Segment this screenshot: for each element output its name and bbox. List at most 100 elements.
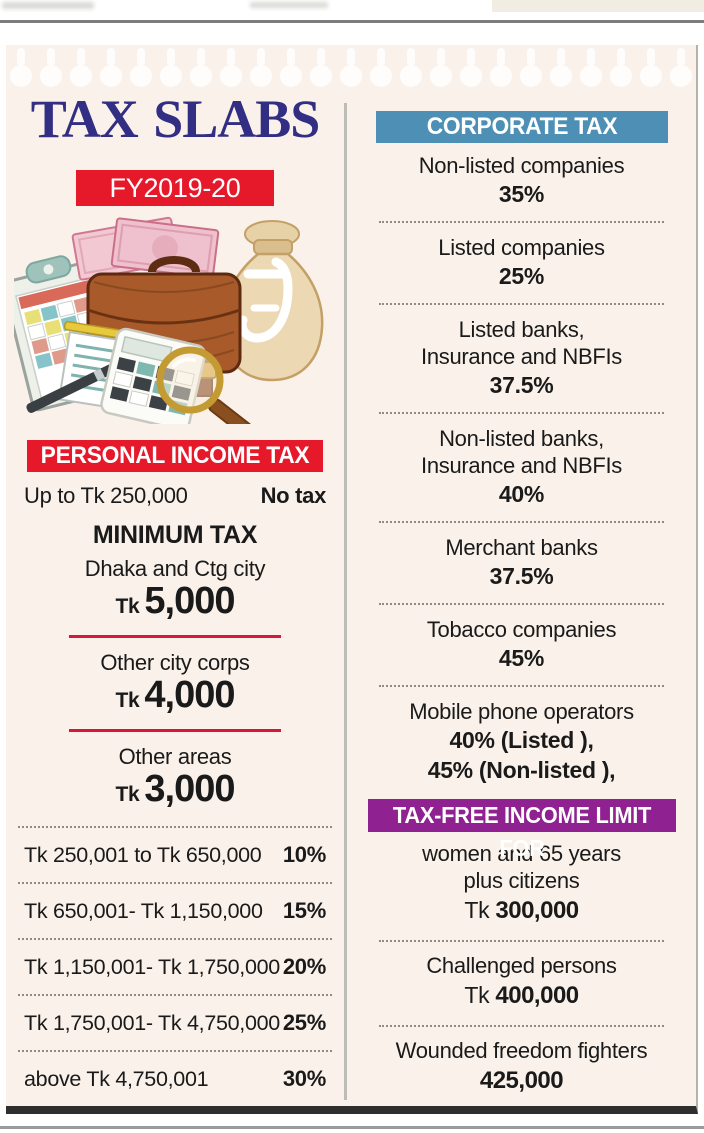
masthead-remnant — [2, 2, 94, 9]
list-item: Wounded freedom fighters 425,000 — [347, 1029, 696, 1108]
slab-rate: 10% — [282, 842, 326, 867]
rate-percent: 40% — [449, 727, 495, 753]
slab-rate: 25% — [282, 1010, 326, 1035]
base-slab-value: No tax — [260, 483, 327, 508]
money-bag-icon — [221, 220, 324, 382]
infographic-panel: TAX SLABS FY2019-20 — [6, 45, 698, 1114]
corporate-item-label: Listed banks, Insurance and NBFIs — [421, 317, 622, 369]
currency-label: Tk — [115, 689, 140, 712]
magnifier-icon — [156, 346, 259, 424]
dotted-separator — [379, 303, 664, 305]
list-item: Tobacco companies 45% — [347, 607, 696, 683]
dotted-separator — [379, 603, 664, 605]
currency-label: Tk — [464, 982, 496, 1008]
dotted-separator — [379, 1025, 664, 1027]
corporate-item-label: Non-listed companies — [418, 153, 625, 178]
minimum-tax-amount: Tk 5,000 — [6, 580, 344, 622]
minimum-tax-area-label: Other areas — [118, 744, 232, 769]
red-divider — [69, 729, 281, 732]
personal-tax-column: TAX SLABS FY2019-20 — [6, 45, 344, 1106]
cropped-ad-strip — [492, 0, 704, 12]
minimum-tax-area-label: Dhaka and Ctg city — [84, 556, 266, 581]
currency-label: Tk — [115, 783, 140, 806]
list-item: Non-listed companies 35% — [347, 143, 696, 219]
tax-free-item-label: Challenged persons — [426, 953, 617, 978]
minimum-tax-area-label: Other city corps — [100, 650, 250, 675]
list-item: Merchant banks 37.5% — [347, 525, 696, 601]
page-title: TAX SLABS — [30, 89, 321, 149]
amount-value: 425,000 — [479, 1067, 564, 1094]
dotted-separator — [379, 521, 664, 523]
slab-range: above Tk 4,750,001 — [24, 1067, 209, 1091]
slab-rate: 20% — [282, 954, 326, 979]
rate-note: (Non-listed ), — [472, 757, 616, 783]
slab-rate: 15% — [282, 898, 326, 923]
tax-free-item-label: Wounded freedom fighters — [395, 1038, 648, 1063]
list-item: Mobile phone operators 40% (Listed ), 45… — [347, 689, 696, 795]
personal-slab-table: Tk 250,001 to Tk 650,000 10% Tk 650,001-… — [6, 826, 344, 1106]
taka-symbol — [237, 257, 293, 343]
rate-note: (Listed ), — [494, 727, 594, 753]
minimum-tax-amount: Tk 3,000 — [6, 768, 344, 810]
corporate-item-label: Mobile phone operators — [409, 699, 634, 724]
fiscal-year-badge: FY2019-20 — [76, 170, 274, 206]
bottom-rule — [0, 1126, 704, 1129]
list-item: Non-listed banks, Insurance and NBFIs 40… — [347, 416, 696, 519]
dotted-separator — [379, 940, 664, 942]
corporate-item-rate-line: 45% (Non-listed ), — [355, 755, 688, 785]
corporate-item-rate: 37.5% — [489, 372, 554, 398]
tax-free-limit-banner: TAX-FREE INCOME LIMIT FOR — [367, 799, 676, 861]
table-row: Tk 250,001 to Tk 650,000 10% — [18, 826, 332, 882]
column-divider — [344, 103, 347, 1100]
tax-free-limit-label: TAX-FREE INCOME LIMIT FOR — [392, 802, 651, 861]
corporate-item-rate-line: 40% (Listed ), — [355, 725, 688, 755]
currency-label: Tk — [115, 595, 140, 618]
personal-income-tax-label: PERSONAL INCOME TAX — [40, 442, 310, 469]
base-slab-row: Up to Tk 250,000 No tax — [24, 484, 326, 508]
minimum-tax-amount: Tk 4,000 — [6, 674, 344, 716]
table-row: Tk 1,150,001- Tk 1,750,000 20% — [18, 938, 332, 994]
corporate-tax-banner: CORPORATE TAX — [375, 111, 668, 143]
corporate-tax-column: CORPORATE TAX Non-listed companies 35% L… — [347, 45, 696, 1106]
corporate-item-rate: 25% — [498, 263, 545, 289]
tax-free-item-amount: 425,000 — [355, 1064, 688, 1100]
corporate-item-label: Listed companies — [438, 235, 605, 260]
table-row: Tk 650,001- Tk 1,150,000 15% — [18, 882, 332, 938]
corporate-tax-label: CORPORATE TAX — [426, 113, 617, 140]
tax-free-item-amount: Tk 300,000 — [355, 894, 688, 930]
tax-illustration — [14, 216, 324, 424]
dotted-separator — [379, 412, 664, 414]
corporate-item-label: Non-listed banks, Insurance and NBFIs — [421, 426, 622, 478]
slab-range: Tk 250,001 to Tk 650,000 — [24, 843, 262, 867]
dotted-separator — [379, 221, 664, 223]
amount-value: 5,000 — [144, 580, 235, 622]
tax-free-item-label: women and 65 years plus citizens — [422, 841, 621, 893]
list-item: women and 65 years plus citizens Tk 300,… — [347, 832, 696, 938]
corporate-item-rate: 35% — [498, 181, 545, 207]
red-divider — [69, 635, 281, 638]
corporate-item-label: Merchant banks — [445, 535, 598, 560]
list-item: Listed banks, Insurance and NBFIs 37.5% — [347, 307, 696, 410]
corporate-item-rate: 37.5% — [489, 563, 554, 589]
rate-percent: 45% — [427, 757, 473, 783]
corporate-item-rate: 45% — [498, 645, 545, 671]
currency-label: Tk — [464, 897, 496, 923]
fiscal-year-label: FY2019-20 — [109, 173, 241, 203]
list-item: Challenged persons Tk 400,000 — [347, 944, 696, 1023]
amount-value: 400,000 — [495, 982, 579, 1009]
amount-value: 3,000 — [144, 768, 235, 810]
slab-range: Tk 1,750,001- Tk 4,750,000 — [24, 1011, 280, 1035]
table-row: Tk 1,750,001- Tk 4,750,000 25% — [18, 994, 332, 1050]
table-row: above Tk 4,750,001 30% — [18, 1050, 332, 1106]
amount-value: 4,000 — [144, 674, 235, 716]
personal-income-tax-banner: PERSONAL INCOME TAX — [27, 440, 323, 472]
amount-value: 300,000 — [495, 897, 579, 924]
slab-range: Tk 650,001- Tk 1,150,000 — [24, 899, 263, 923]
minimum-tax-title: MINIMUM TAX — [92, 521, 258, 549]
base-slab-range: Up to Tk 250,000 — [24, 483, 188, 508]
slab-range: Tk 1,150,001- Tk 1,750,000 — [24, 955, 280, 979]
list-item: Listed companies 25% — [347, 225, 696, 301]
top-rule — [0, 20, 704, 23]
corporate-item-label: Tobacco companies — [426, 617, 617, 642]
